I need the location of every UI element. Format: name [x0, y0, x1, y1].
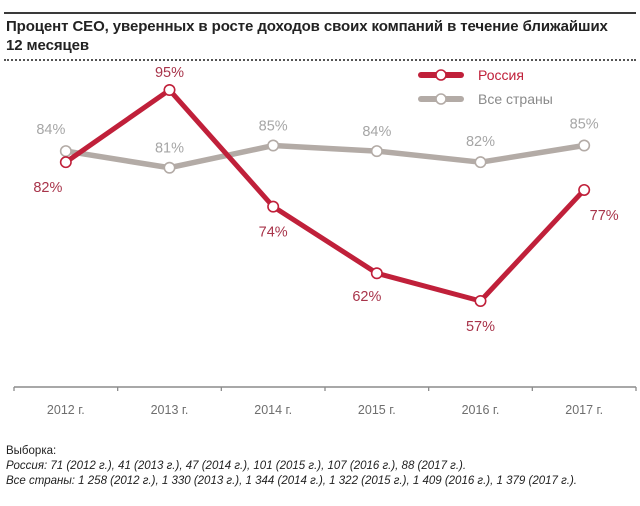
- x-tick-label: 2017 г.: [565, 403, 603, 417]
- notes-all-countries: Все страны: 1 258 (2012 г.), 1 330 (2013…: [6, 475, 577, 487]
- x-tick-label: 2012 г.: [47, 403, 85, 417]
- x-tick-label: 2016 г.: [462, 403, 500, 417]
- data-labels: 82% 95% 74% 62% 57% 77% 84% 81% 85% 84% 82% 85%: [33, 65, 618, 335]
- russia-data-label: 74%: [259, 225, 288, 241]
- legend-all-countries-label: Все страны: [478, 91, 553, 107]
- russia-data-label: 77%: [590, 208, 619, 224]
- line-chart: 2012 г. 2013 г. 2014 г. 2015 г. 2016 г. 2017 …: [13, 65, 637, 417]
- all-countries-point: [474, 156, 487, 169]
- russia-point: [267, 200, 280, 213]
- all-countries-data-label: 81%: [155, 141, 184, 157]
- russia-point: [163, 83, 176, 96]
- all-countries-data-label: 85%: [570, 117, 599, 133]
- legend-all-countries-marker-icon: [435, 93, 447, 105]
- all-countries-data-label: 82%: [466, 134, 495, 150]
- x-tick-label: 2013 г.: [151, 403, 189, 417]
- russia-point: [578, 183, 591, 196]
- legend: Россия Все страны: [418, 67, 553, 107]
- russia-point: [370, 267, 383, 280]
- x-tick-label: 2014 г.: [254, 403, 292, 417]
- notes-heading: Выборка:: [6, 445, 57, 457]
- top-rule: [4, 12, 636, 14]
- all-countries-data-label: 84%: [36, 122, 65, 138]
- series-points: [59, 83, 591, 308]
- legend-russia-marker-icon: [435, 69, 447, 81]
- all-countries-point: [370, 145, 383, 158]
- all-countries-data-label: 84%: [362, 124, 391, 140]
- russia-data-label: 95%: [155, 65, 184, 81]
- all-countries-point: [163, 161, 176, 174]
- all-countries-data-label: 85%: [259, 119, 288, 135]
- all-countries-point: [59, 145, 72, 158]
- all-countries-point: [267, 139, 280, 152]
- russia-data-label: 82%: [33, 180, 62, 196]
- chart-title: Процент CEO, уверенных в росте доходов с…: [6, 18, 608, 54]
- all-countries-point: [578, 139, 591, 152]
- russia-data-label: 62%: [352, 289, 381, 305]
- russia-data-label: 57%: [466, 319, 495, 335]
- legend-russia-label: Россия: [478, 67, 524, 83]
- title-dotted-rule: [4, 59, 636, 61]
- x-axis: 2012 г. 2013 г. 2014 г. 2015 г. 2016 г. 2017 …: [13, 386, 637, 417]
- sample-notes: Выборка: Россия: 71 (2012 г.), 41 (2013 …: [6, 444, 577, 489]
- x-tick-label: 2015 г.: [358, 403, 396, 417]
- russia-line: [63, 87, 587, 304]
- russia-point: [59, 156, 72, 169]
- all-countries-line: [63, 142, 587, 171]
- series-lines: [63, 87, 587, 304]
- notes-russia: Россия: 71 (2012 г.), 41 (2013 г.), 47 (…: [6, 460, 467, 472]
- russia-point: [474, 295, 487, 308]
